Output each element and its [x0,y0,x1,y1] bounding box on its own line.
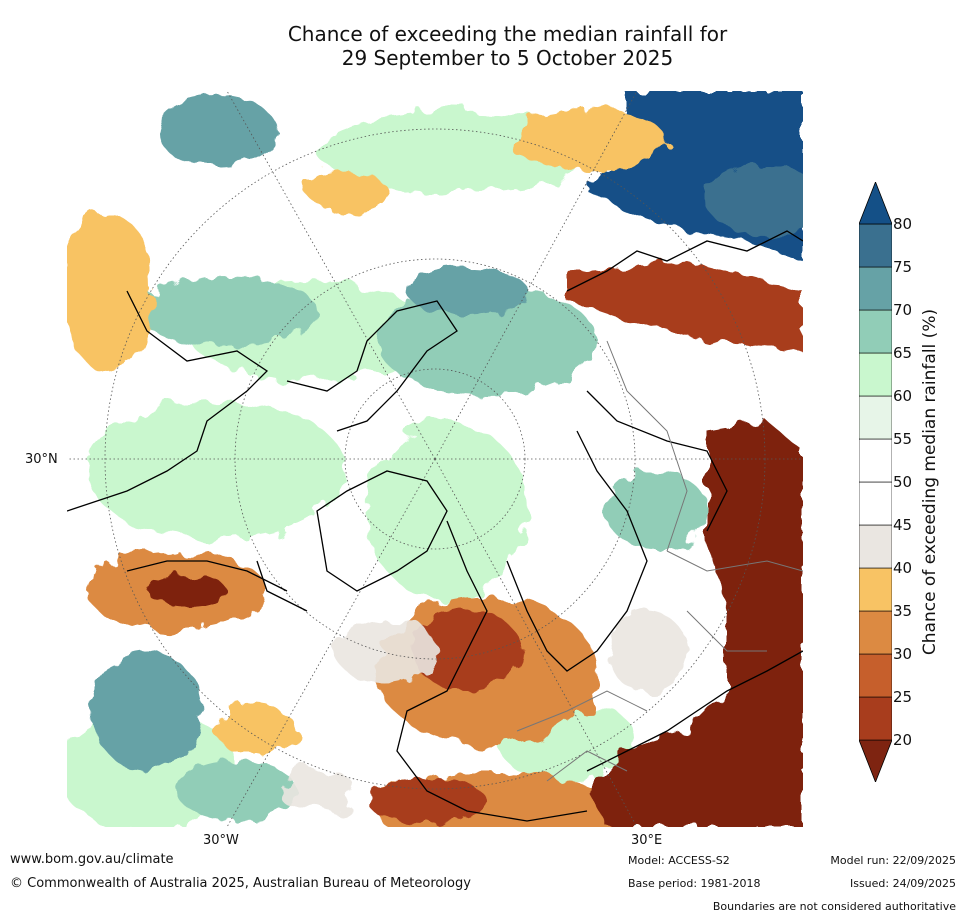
colorbar-band [859,610,892,655]
colorbar-tick-label: 65 [893,344,913,362]
graticule [67,91,803,827]
colorbar-band [859,352,892,397]
wet-regions [92,96,707,821]
chart-title: Chance of exceeding the median rainfall … [0,22,965,70]
colorbar-tick-label: 30 [893,645,913,663]
colorbar-tick-label: 80 [893,215,913,233]
country-borders [516,340,803,782]
colorbar-band [859,309,892,354]
copyright-notice: © Commonwealth of Australia 2025, Austra… [10,876,471,891]
colorbar-band [859,653,892,698]
website-url[interactable]: www.bom.gov.au/climate [10,852,174,867]
colorbar-tick-label: 35 [893,602,913,620]
colorbar-extend-high [859,182,892,225]
colorbar-tick-label: 60 [893,387,913,405]
colorbar-title: Chance of exceeding median rainfall (%) [920,308,940,656]
colorbar-tick-label: 25 [893,688,913,706]
colorbar-band [859,266,892,311]
colorbar-extend-low [859,739,892,782]
rainfall-probability-map[interactable] [67,91,803,827]
issued-date: Issued: 24/09/2025 [849,877,956,890]
colorbar-tick-label: 50 [893,473,913,491]
base-period: Base period: 1981-2018 [628,877,761,890]
colorbar-band [859,438,892,483]
colorbar-tick-label: 55 [893,430,913,448]
colorbar-band [859,481,892,526]
coastlines [67,230,803,822]
title-line-2: 29 September to 5 October 2025 [341,46,674,70]
colorbar-band [859,524,892,569]
colorbar-tick-label: 40 [893,559,913,577]
colorbar-tick-label: 20 [893,731,913,749]
colorbar-tick-label: 75 [893,258,913,276]
very-dry-regions [147,261,803,827]
longitude-east-label: 30°E [631,833,663,848]
model-name: Model: ACCESS-S2 [628,854,730,867]
colorbar-band [859,223,892,268]
latitude-label: 30°N [25,452,58,467]
title-line-1: Chance of exceeding the median rainfall … [287,22,728,46]
colorbar-band [859,395,892,440]
map-svg [67,91,803,827]
colorbar [859,182,892,782]
colorbar-band [859,567,892,612]
colorbar-tick-label: 45 [893,516,913,534]
longitude-west-label: 30°W [203,833,239,848]
model-run-date: Model run: 22/09/2025 [830,854,956,867]
colorbar-band [859,696,892,741]
boundary-disclaimer: Boundaries are not considered authoritat… [712,900,956,913]
colorbar-tick-label: 70 [893,301,913,319]
